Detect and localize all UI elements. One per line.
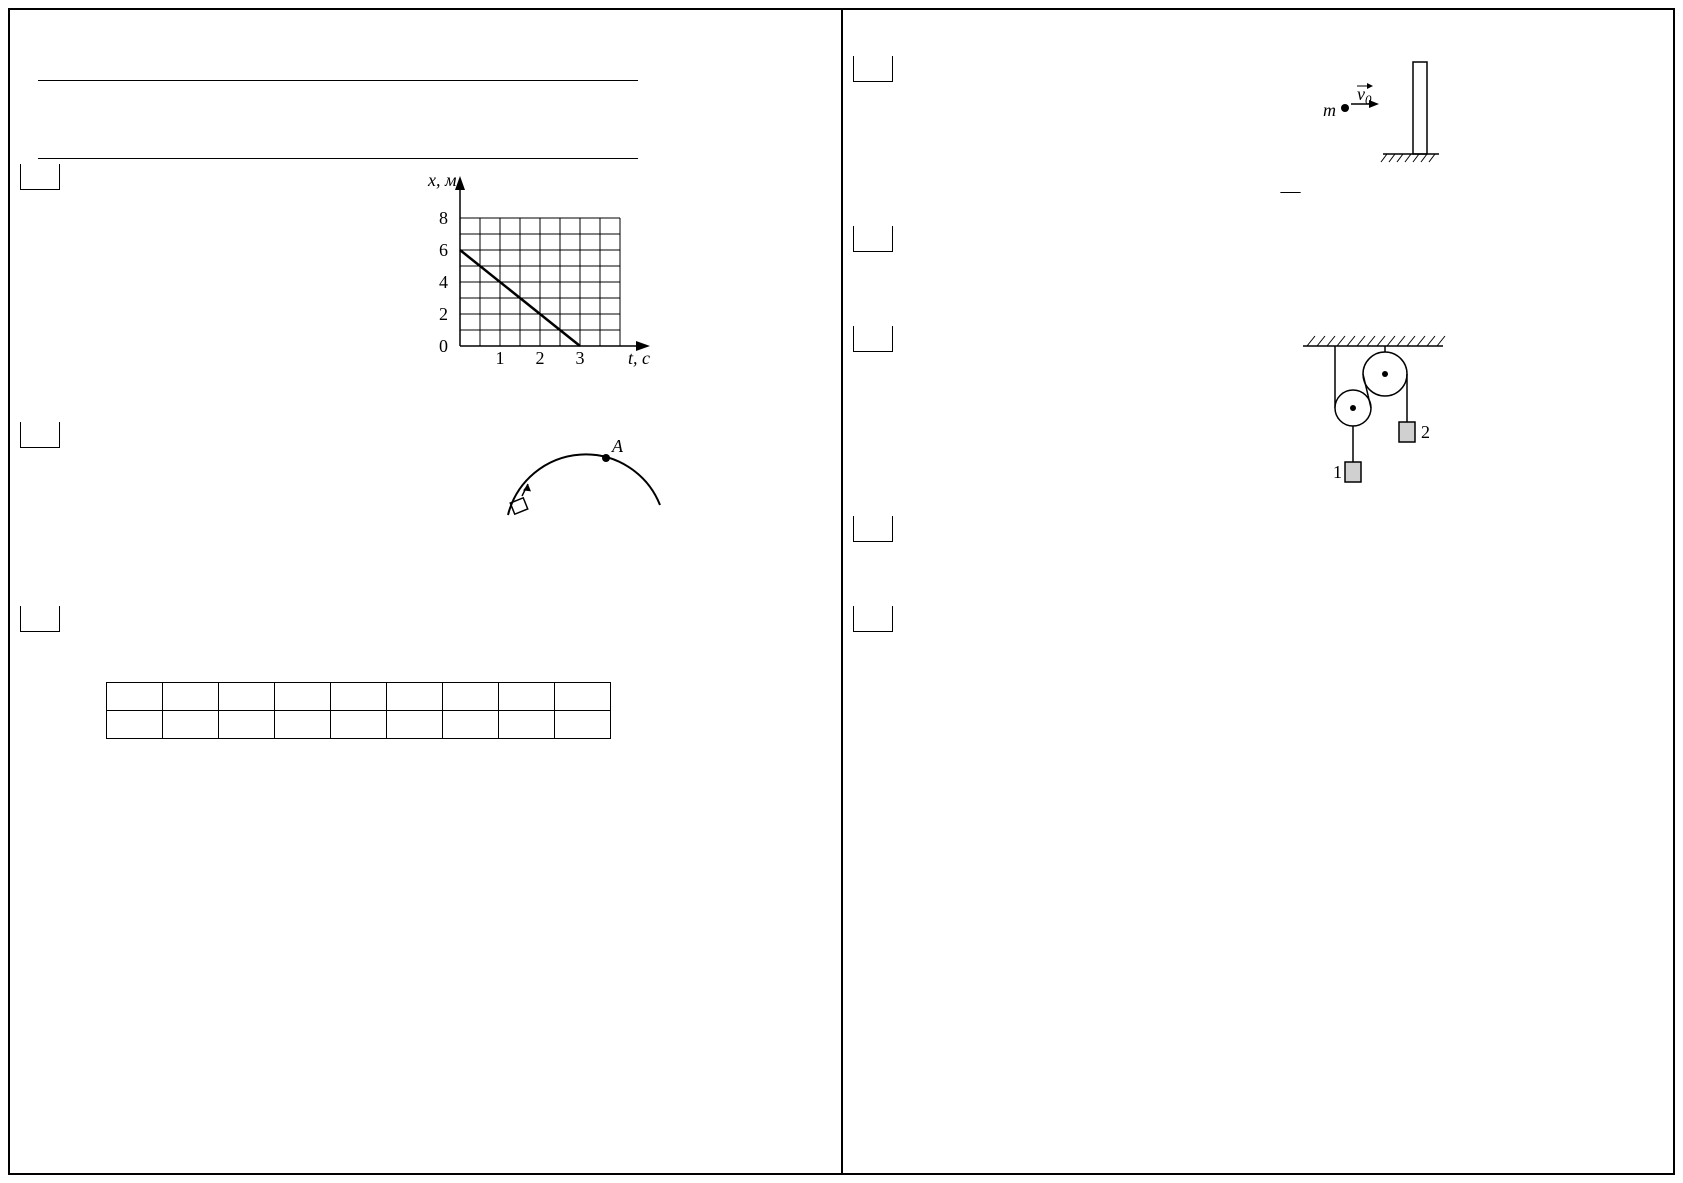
svg-text:0: 0 [439, 336, 448, 356]
data-table [106, 682, 611, 739]
point-a-label: A [611, 436, 624, 456]
load-1-label: 1 [1333, 462, 1342, 482]
question-number-box [20, 422, 60, 448]
svg-text:1: 1 [496, 348, 505, 368]
pulley-diagram: 2 1 [1293, 328, 1453, 502]
divider [38, 158, 638, 159]
right-column: — m v0 [843, 10, 1674, 1173]
load-2-label: 2 [1421, 422, 1430, 442]
mass-label: m [1323, 100, 1336, 120]
svg-text:4: 4 [439, 272, 448, 292]
svg-text:2: 2 [439, 304, 448, 324]
projectile-diagram: m v0 [1313, 56, 1443, 176]
x-axis-label: t, с [628, 348, 650, 368]
divider [38, 80, 638, 81]
svg-text:6: 6 [439, 240, 448, 260]
dash-mark: — [1281, 180, 1301, 203]
position-time-chart: 8 6 4 2 0 1 2 3 x, м t, с [410, 168, 670, 378]
left-column: 8 6 4 2 0 1 2 3 x, м t, с A [10, 10, 843, 1173]
y-axis-label: x, м [427, 170, 457, 190]
svg-text:3: 3 [576, 348, 585, 368]
arch-diagram: A [498, 430, 668, 530]
question-number-box [20, 606, 60, 632]
question-number-box [20, 164, 60, 190]
question-number-box [853, 606, 893, 632]
svg-text:8: 8 [439, 208, 448, 228]
svg-text:2: 2 [536, 348, 545, 368]
question-number-box [853, 56, 893, 82]
question-number-box [853, 226, 893, 252]
question-number-box [853, 326, 893, 352]
question-number-box [853, 516, 893, 542]
